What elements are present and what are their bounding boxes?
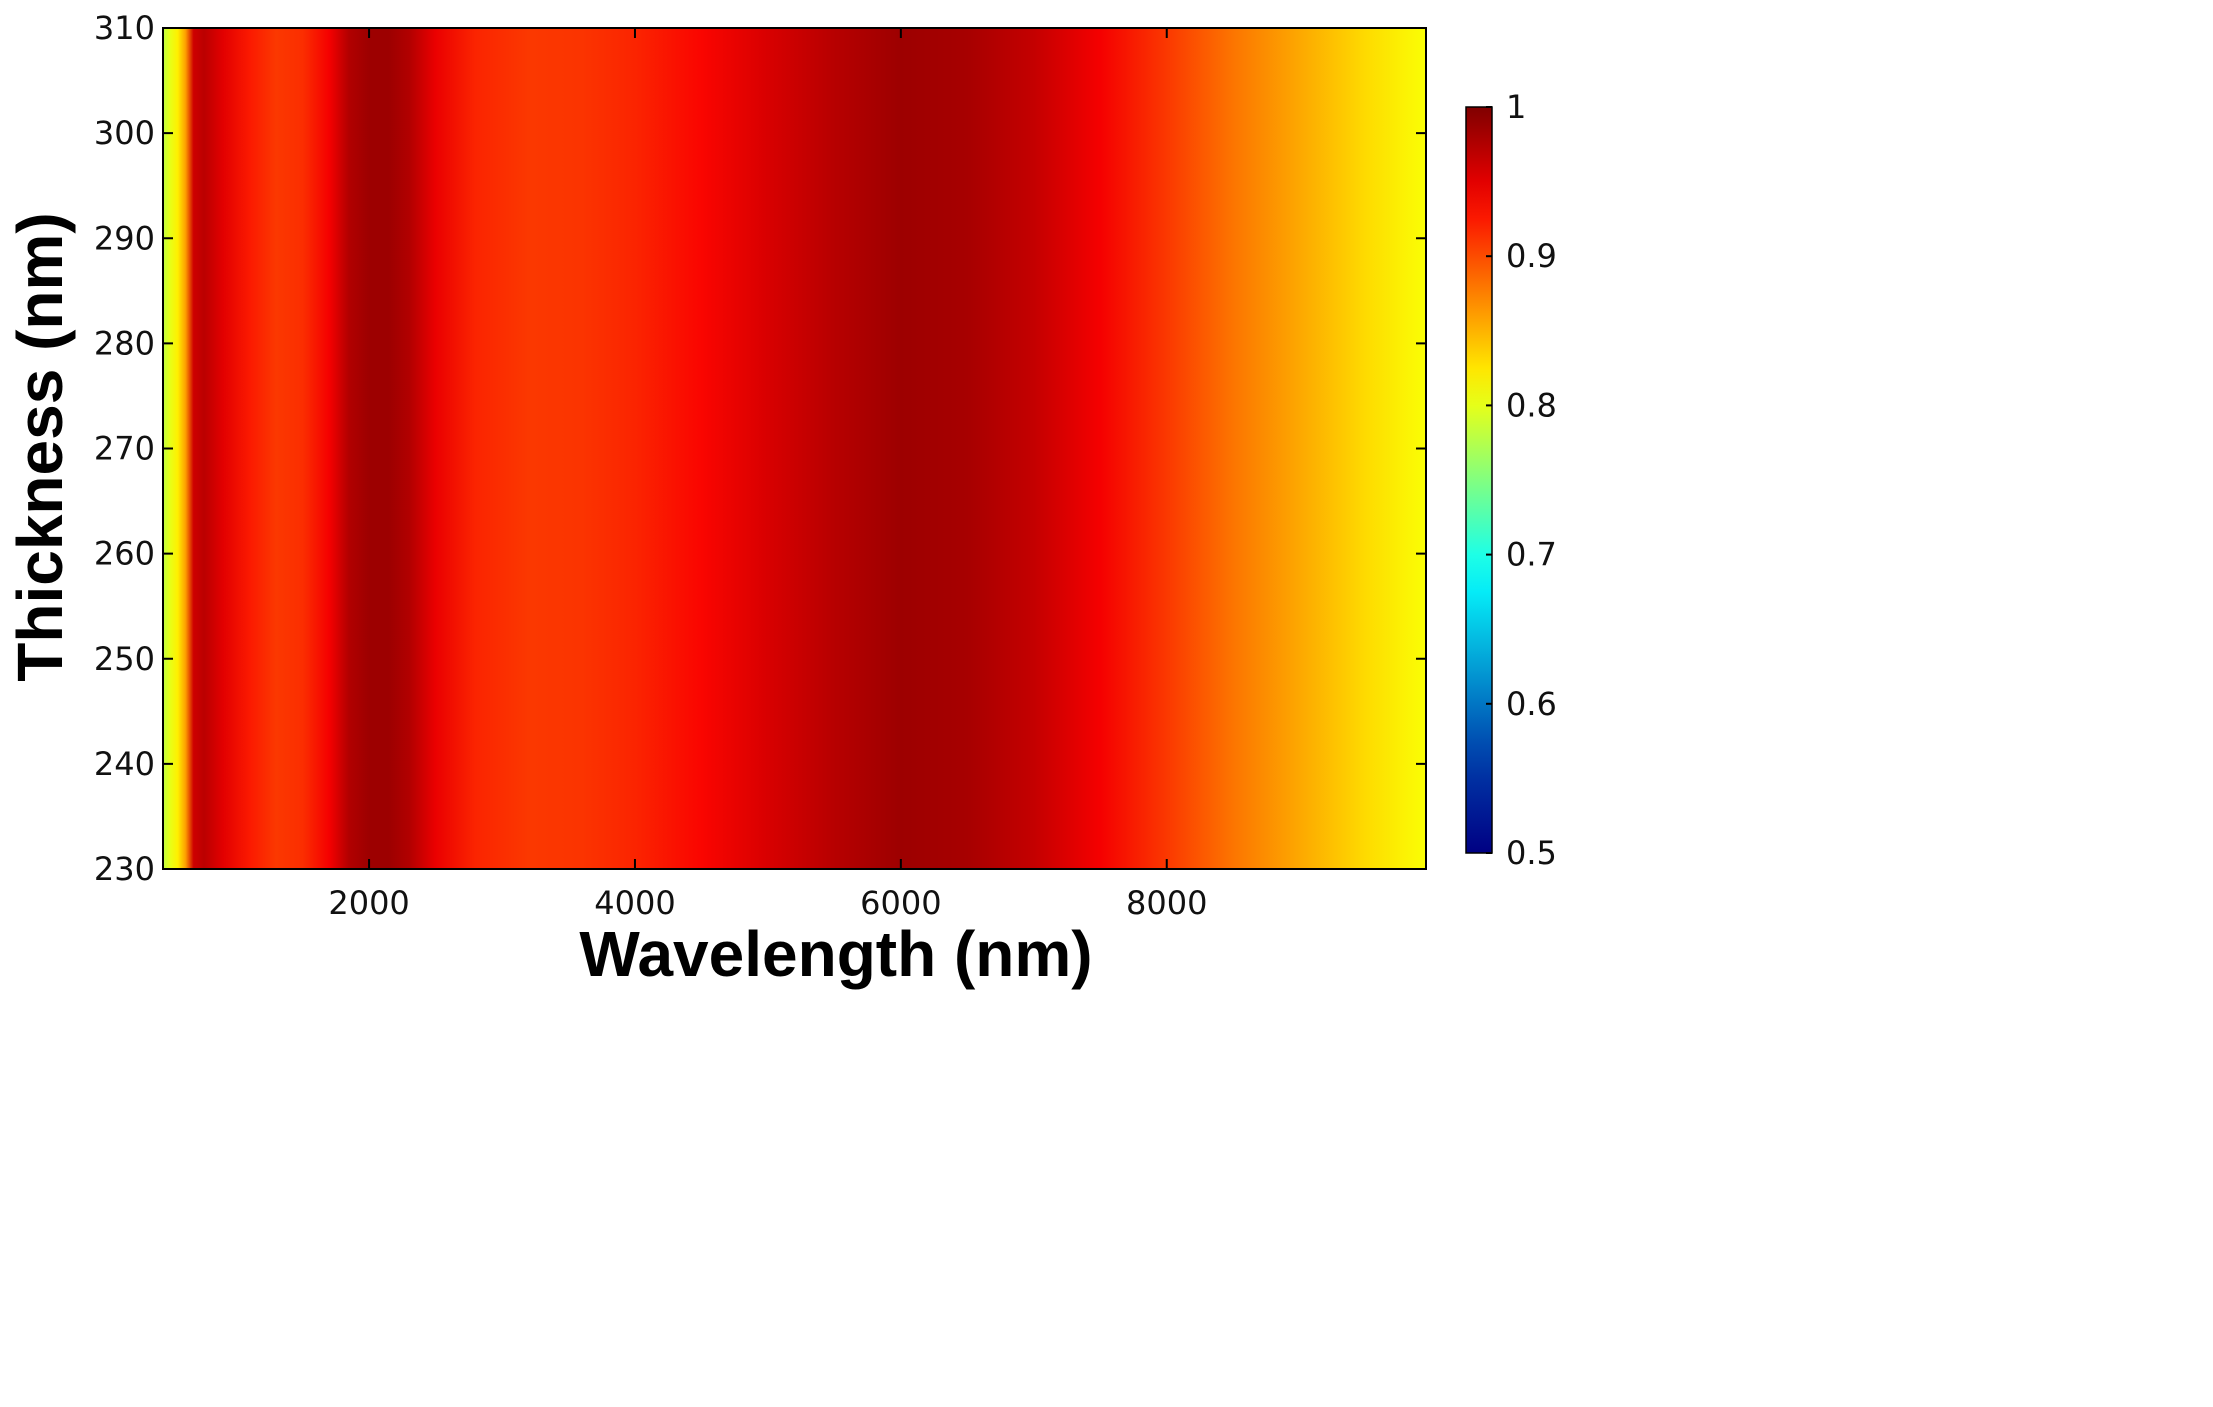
colorbar-tick-label: 1 <box>1506 88 1526 126</box>
x-tick-label: 8000 <box>1126 884 1207 922</box>
y-axis-title: Thickness (nm) <box>4 212 76 681</box>
heatmap-area <box>163 28 1426 869</box>
x-axis-title: Wavelength (nm) <box>579 918 1092 990</box>
colorbar <box>1465 106 1493 854</box>
y-tick-labels: 230 240 250 260 270 280 290 300 310 <box>94 9 155 888</box>
colorbar-tick-label: 0.8 <box>1506 386 1557 424</box>
plot-frame <box>162 27 1427 870</box>
colorbar-tick-label: 0.7 <box>1506 536 1557 574</box>
heatmap-chart: 2000 4000 6000 8000 230 240 250 260 270 280 290 30… <box>4 9 1557 990</box>
colorbar-tick-label: 0.9 <box>1506 237 1557 275</box>
y-tick-label: 260 <box>94 535 155 573</box>
y-tick-label: 280 <box>94 324 155 362</box>
y-tick-label: 310 <box>94 9 155 47</box>
y-tick-label: 290 <box>94 219 155 257</box>
x-tick-labels: 2000 4000 6000 8000 <box>328 884 1207 922</box>
colorbar-tick-label: 0.6 <box>1506 685 1557 723</box>
colorbar-tick-label: 0.5 <box>1506 834 1557 872</box>
x-tick-label: 6000 <box>860 884 941 922</box>
y-tick-label: 300 <box>94 114 155 152</box>
colorbar-tick-labels: 0.5 0.6 0.7 0.8 0.9 1 <box>1506 88 1557 872</box>
y-tick-label: 250 <box>94 640 155 678</box>
x-tick-label: 2000 <box>328 884 409 922</box>
colorbar-ticks <box>1486 106 1492 854</box>
x-tick-label: 4000 <box>594 884 675 922</box>
y-tick-label: 230 <box>94 850 155 888</box>
y-tick-label: 270 <box>94 430 155 468</box>
y-tick-label: 240 <box>94 745 155 783</box>
